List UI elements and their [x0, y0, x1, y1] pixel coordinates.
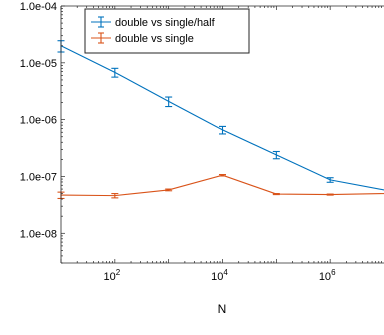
- y-tick-label: 1.0e-06: [20, 115, 57, 127]
- legend: double vs single/half double vs single: [85, 9, 249, 53]
- legend-box: [85, 9, 249, 53]
- y-tick-label: 1.0e-08: [20, 228, 57, 240]
- y-tick-label: 1.0e-04: [20, 1, 57, 13]
- legend-label: double vs single/half: [115, 17, 216, 29]
- y-tick-label: 1.0e-05: [20, 58, 57, 70]
- x-tick-label: 102: [103, 268, 120, 283]
- x-axis-title: N: [218, 302, 227, 316]
- y-tick-label: 1.0e-07: [20, 171, 57, 183]
- legend-label: double vs single: [115, 33, 194, 45]
- x-tick-label: 104: [211, 268, 228, 283]
- x-tick-label: 106: [319, 268, 336, 283]
